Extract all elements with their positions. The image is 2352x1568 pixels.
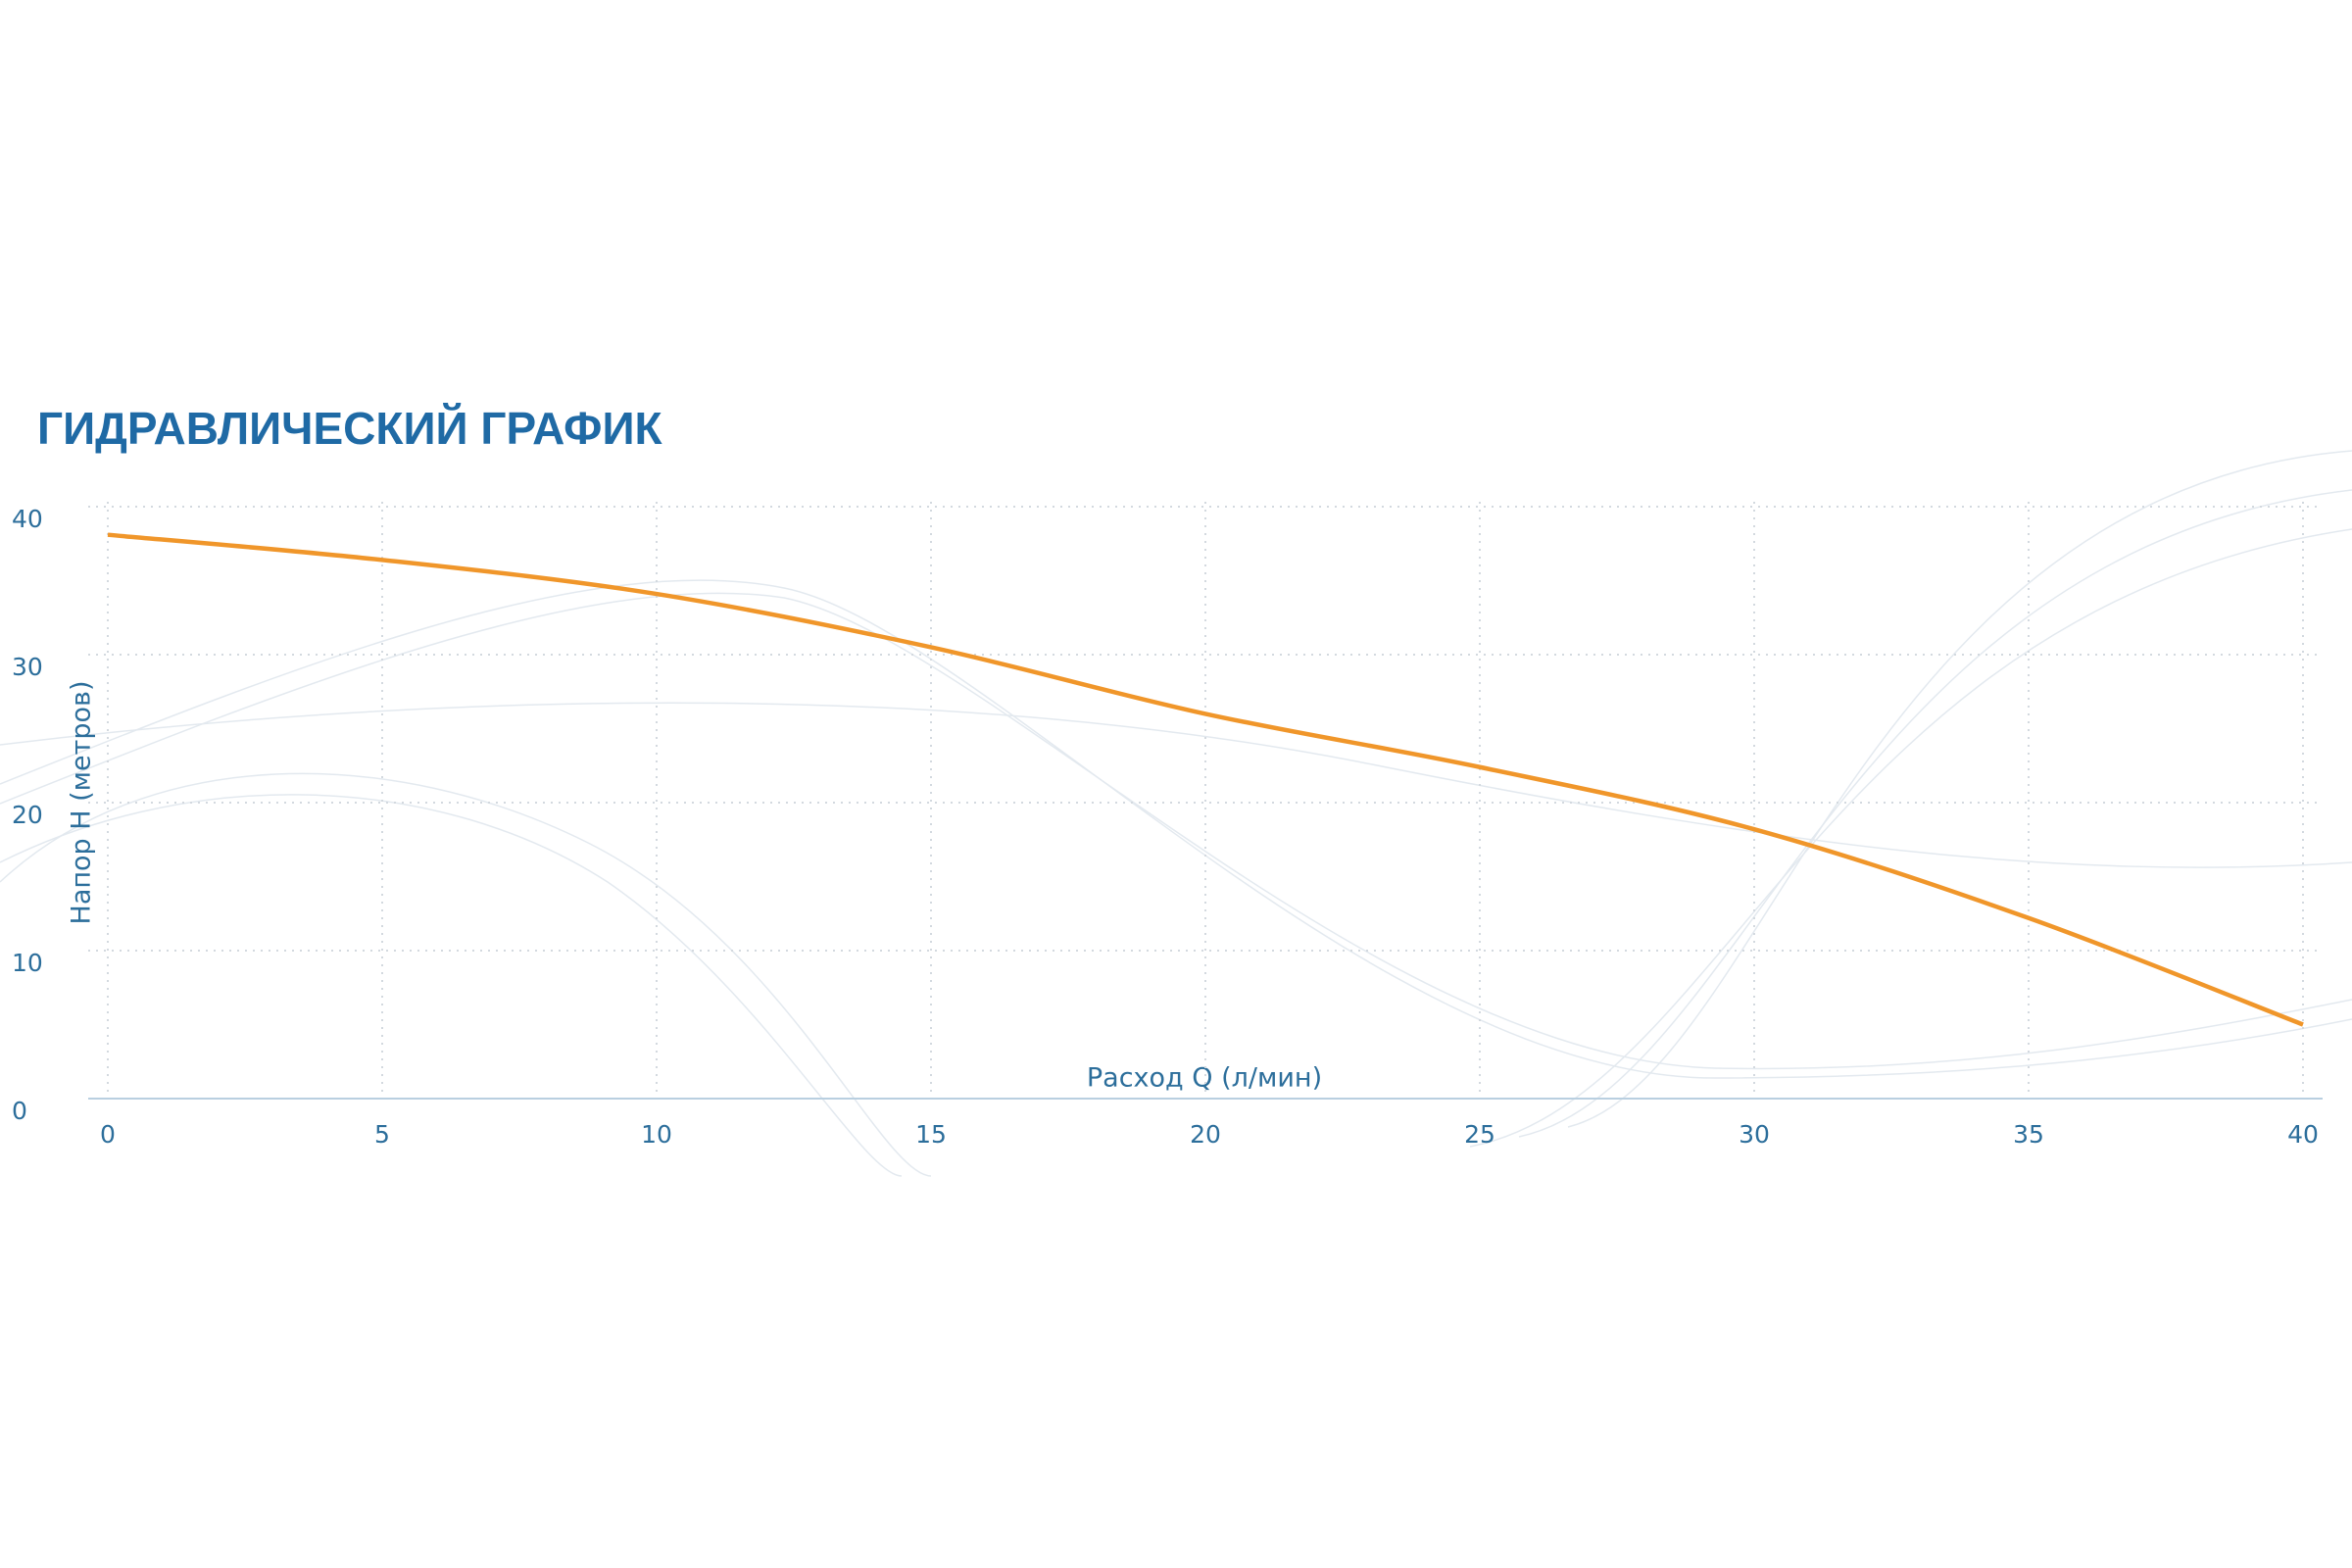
chart-title: ГИДРАВЛИЧЕСКИЙ ГРАФИК: [37, 403, 663, 454]
decor-wave: [0, 592, 2352, 1070]
x-tick-label: 35: [2013, 1120, 2044, 1149]
x-tick-label: 0: [100, 1120, 116, 1149]
decor-wave: [1469, 528, 2352, 1148]
x-tick-label: 15: [915, 1120, 947, 1149]
y-tick-label: 30: [12, 653, 43, 681]
decor-wave: [1518, 489, 2352, 1138]
y-tick-label: 40: [12, 505, 43, 533]
decor-wave: [0, 794, 903, 1177]
x-tick-label: 10: [641, 1120, 672, 1149]
x-tick-label: 30: [1739, 1120, 1770, 1149]
y-tick-label: 0: [12, 1097, 27, 1125]
x-tick-label: 20: [1190, 1120, 1221, 1149]
y-axis-label: Напор Н (метров): [67, 681, 97, 925]
decor-wave: [0, 579, 2352, 1079]
data-line: [107, 532, 2304, 1027]
x-tick-label: 5: [374, 1120, 390, 1149]
x-tick-label: 40: [2287, 1120, 2319, 1149]
decor-wave: [0, 702, 2352, 868]
y-tick-label: 10: [12, 949, 43, 977]
x-tick-label: 25: [1464, 1120, 1495, 1149]
y-tick-label: 20: [12, 801, 43, 829]
decor-wave: [0, 772, 932, 1177]
decor-wave: [1567, 450, 2352, 1128]
